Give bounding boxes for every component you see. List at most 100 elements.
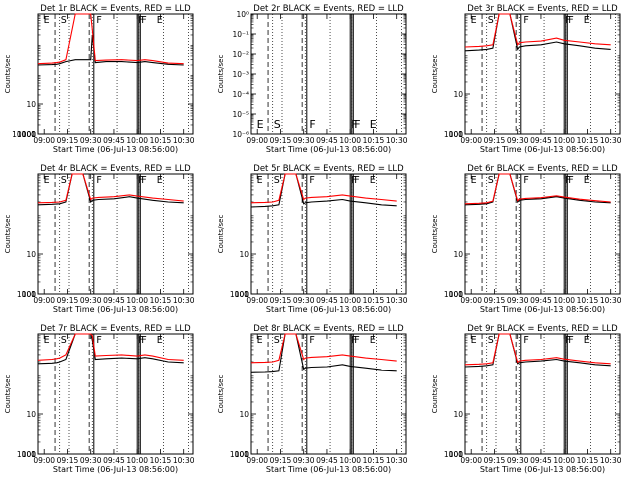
annotation-label: E [584,15,590,26]
x-tick-label: 09:45 [530,136,552,145]
y-tick-label: 1000 [230,450,249,459]
series-line-events [250,333,397,373]
plot-frame [37,13,194,135]
annotation-label: E [44,335,50,346]
y-tick-label: 100 [235,290,250,299]
annotation-label: E [257,118,264,131]
series-line-lld [464,13,611,48]
annotation-label: F [309,118,315,131]
x-tick-label: 09:30 [80,296,102,305]
chart-panel-1: Det 1r BLACK = Events, RED = LLD Counts/s… [4,4,195,154]
chart-title: Det 3r BLACK = Events, RED = LLD [467,4,618,14]
x-tick-label: 10:15 [363,296,385,305]
annotation-label: F [354,335,359,346]
y-tick-label: 100 [22,130,37,139]
plot-frame [37,333,194,455]
x-tick-label: 09:15 [484,456,506,465]
chart-title: Det 6r BLACK = Events, RED = LLD [467,164,618,174]
annotation-label: E [370,175,376,186]
y-axis-label: Counts/sec [431,215,439,254]
annotation-label: E [257,175,263,186]
series-line-events [37,34,184,66]
x-tick-label: 10:15 [363,456,385,465]
series-line-events [464,173,611,206]
annotation-label: F [565,15,570,26]
y-tick-label: 1000 [444,290,463,299]
x-tick-label: 09:30 [80,456,102,465]
annotation-label: F [568,335,573,346]
y-tick-label: 100 [449,450,464,459]
annotation-label: S [488,335,494,346]
series-line-events [37,173,184,206]
y-tick-label: 1000 [444,130,463,139]
y-tick-label: 10 [26,100,36,109]
series-line-events [464,333,611,368]
x-tick-label: 10:15 [150,456,172,465]
x-tick-label: 10:15 [150,136,172,145]
annotation-label: F [565,335,570,346]
x-tick-label: 09:00 [460,136,482,145]
x-tick-label: 10:15 [577,136,599,145]
y-tick-label: 100 [22,450,37,459]
x-tick-label: 09:30 [507,136,529,145]
chart-panel-3: Det 3r BLACK = Events, RED = LLD Counts/s… [431,4,622,154]
annotation-label: F [523,335,528,346]
x-axis-label: Start Time (06-Jul-13 08:56:00) [266,465,391,474]
y-tick-label: 1 [458,290,463,299]
y-tick-label: 1000 [17,130,36,139]
x-axis-label: Start Time (06-Jul-13 08:56:00) [53,465,178,474]
y-tick-label: 100 [235,450,250,459]
chart-panel-4: Det 4r BLACK = Events, RED = LLD Counts/s… [4,164,195,314]
chart-title: Det 1r BLACK = Events, RED = LLD [40,4,191,14]
y-axis-label: Counts/sec [217,375,225,414]
chart-title: Det 9r BLACK = Events, RED = LLD [467,324,618,334]
x-tick-label: 09:00 [460,456,482,465]
x-tick-label: 10:00 [553,296,575,305]
x-tick-label: 09:30 [507,456,529,465]
annotation-label: E [370,118,377,131]
annotation-label: S [488,175,494,186]
series-line-lld [464,333,611,366]
series-line-lld [37,333,184,361]
plot-frame [250,13,407,135]
chart-panel-8: Det 8r BLACK = Events, RED = LLD Counts/s… [217,324,408,474]
chart-title: Det 2r BLACK = Events, RED = LLD [253,4,404,14]
y-tick-label: 1 [458,450,463,459]
chart-title: Det 7r BLACK = Events, RED = LLD [40,324,191,334]
x-tick-label: 09:45 [316,456,338,465]
y-tick-label: 10⁰ [236,10,249,19]
x-tick-label: 10:00 [553,456,575,465]
x-tick-label: 09:30 [507,296,529,305]
annotation-label: F [96,335,101,346]
x-tick-label: 09:45 [103,296,125,305]
annotation-label: S [274,118,281,131]
x-tick-label: 09:15 [57,296,79,305]
x-tick-label: 09:45 [316,296,338,305]
annotation-label: F [354,175,359,186]
x-tick-label: 09:30 [80,136,102,145]
annotation-label: S [61,175,67,186]
x-tick-label: 09:45 [530,456,552,465]
x-tick-label: 09:15 [270,296,292,305]
x-tick-label: 10:30 [600,296,622,305]
annotation-label: F [565,175,570,186]
y-tick-label: 1 [458,130,463,139]
x-axis-label: Start Time (06-Jul-13 08:56:00) [480,465,605,474]
x-tick-label: 10:30 [386,296,408,305]
y-tick-label: 10 [453,90,463,99]
series-line-lld [250,173,397,204]
annotation-label: E [471,15,477,26]
y-tick-label: 10 [26,410,36,419]
chart-panel-6: Det 6r BLACK = Events, RED = LLD Counts/s… [431,164,622,314]
x-tick-label: 10:30 [173,296,195,305]
y-tick-label: 100 [449,130,464,139]
series-line-lld [37,13,184,65]
annotation-label: E [471,335,477,346]
chart-panel-7: Det 7r BLACK = Events, RED = LLD Counts/s… [4,324,195,474]
x-axis-label: Start Time (06-Jul-13 08:56:00) [53,145,178,154]
x-tick-label: 10:15 [577,456,599,465]
y-tick-label: 1000 [17,290,36,299]
x-tick-label: 09:30 [293,296,315,305]
x-tick-label: 10:00 [126,456,148,465]
